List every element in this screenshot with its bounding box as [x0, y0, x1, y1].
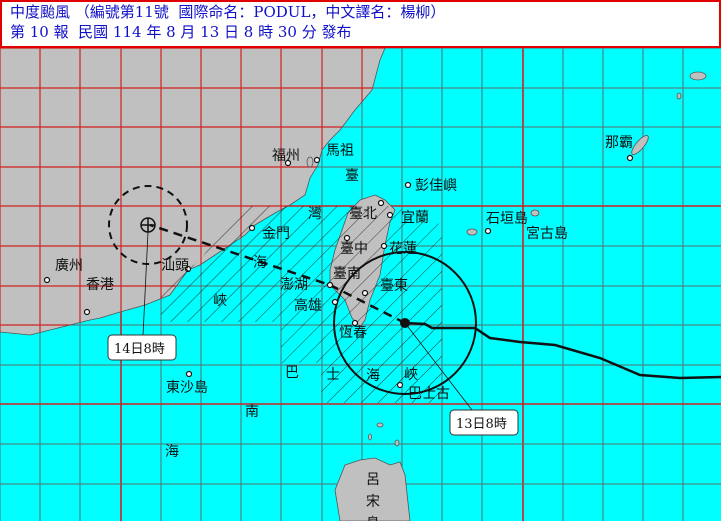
label-ishigaki: 石垣島 — [486, 211, 528, 227]
label-miyako: 宮古島 — [526, 226, 568, 242]
label-guangzhou: 廣州 — [55, 257, 83, 274]
bulletin-header: 中度颱風 （編號第11號 國際命名：PODUL，中文譯名：楊柳） 第 10 報 … — [0, 0, 721, 48]
city-dot — [184, 265, 192, 273]
forecast-track — [149, 223, 406, 325]
label-taitung: 臺東 — [380, 278, 408, 294]
city-markers — [43, 154, 634, 389]
city-dot — [331, 298, 339, 306]
current-time-label: 13日8時 — [456, 417, 507, 432]
forecast-leader-line — [142, 231, 149, 337]
label-luzon-3: 島 — [366, 516, 380, 521]
city-dot — [83, 308, 91, 316]
land-ishigaki — [466, 228, 478, 236]
label-luzon-1: 呂 — [366, 472, 380, 488]
label-babuyan: 巴士古 — [408, 386, 450, 402]
warning-area-hatch — [161, 206, 442, 403]
label-scs-2: 海 — [165, 444, 179, 460]
label-strait-2: 灣 — [308, 206, 322, 222]
label-taipei: 臺北 — [349, 206, 377, 222]
current-time-box — [449, 409, 519, 436]
label-hengchun: 恆春 — [339, 325, 367, 341]
city-dot — [377, 199, 385, 207]
city-dot — [185, 370, 193, 378]
label-scs-1: 南 — [245, 404, 259, 420]
label-yilan: 宜蘭 — [401, 210, 429, 226]
storm-radius-forecast — [108, 185, 188, 265]
label-fuzhou: 福州 — [272, 148, 300, 164]
label-bashi-4: 峽 — [404, 367, 418, 383]
land-okinawa — [631, 135, 649, 155]
land-island — [676, 92, 682, 100]
land-island — [394, 439, 400, 447]
label-tainan: 臺南 — [333, 266, 361, 282]
city-dot — [380, 242, 388, 250]
label-kinmen: 金門 — [262, 226, 290, 242]
label-bashi-2: 士 — [326, 367, 340, 383]
city-dot — [248, 224, 256, 232]
label-pengjia: 彭佳嶼 — [415, 178, 457, 194]
label-strait-4: 峽 — [213, 293, 227, 309]
label-dongsha: 東沙島 — [166, 380, 208, 396]
land-island — [306, 156, 314, 168]
label-kaohsiung: 高雄 — [294, 297, 322, 314]
city-dot — [404, 181, 412, 189]
city-dot — [351, 319, 359, 327]
label-matsu: 馬祖 — [326, 143, 354, 159]
storm-radius-current — [333, 251, 477, 395]
label-bashi-3: 海 — [366, 368, 380, 384]
city-dot — [284, 159, 292, 167]
forecast-time-box — [107, 334, 177, 361]
label-naha: 那霸 — [605, 135, 633, 151]
current-leader-line — [404, 322, 473, 411]
map-canvas: 14日8時 13日8時 福州 馬祖 彭佳嶼 臺北 宜蘭 金門 臺中 花蓮 澎湖 … — [0, 48, 721, 521]
bulletin-issue-time: 第 10 報 民國 114 年 8 月 13 日 8 時 30 分 發布 — [10, 23, 352, 41]
bulletin-title: 中度颱風 （編號第11號 國際命名：PODUL，中文譯名：楊柳） — [10, 3, 446, 21]
land-luzon — [334, 457, 411, 521]
label-bashi-1: 巴 — [285, 365, 299, 381]
city-dot — [361, 289, 369, 297]
city-dot — [386, 211, 394, 219]
city-dot — [343, 234, 351, 242]
city-dot — [626, 154, 634, 162]
city-dot — [396, 381, 404, 389]
forecast-position-icon — [140, 217, 156, 233]
label-taichung: 臺中 — [340, 241, 368, 257]
label-penghu: 澎湖 — [280, 277, 308, 293]
land-miyako — [530, 209, 540, 217]
city-dot — [43, 276, 51, 284]
forecast-time-label: 14日8時 — [114, 342, 165, 357]
city-dot — [313, 156, 321, 164]
label-luzon-2: 宋 — [366, 494, 380, 510]
label-hualien: 花蓮 — [389, 241, 417, 257]
land-island — [376, 422, 384, 428]
land-island — [368, 433, 372, 441]
label-strait-1: 臺 — [345, 168, 359, 184]
city-dot — [484, 227, 492, 235]
label-shantou: 汕頭 — [161, 258, 189, 274]
city-dot — [326, 281, 334, 289]
past-track — [404, 321, 721, 380]
land-island — [689, 71, 707, 81]
label-hongkong: 香港 — [86, 277, 114, 293]
label-strait-3: 海 — [253, 255, 267, 271]
